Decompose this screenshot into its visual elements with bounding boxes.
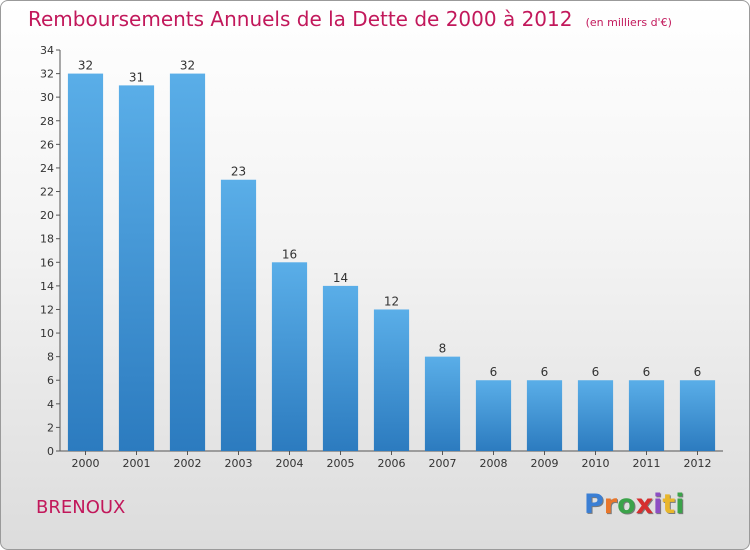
bar-2006 bbox=[373, 309, 410, 451]
bar-value-label: 16 bbox=[282, 247, 297, 261]
chart-title: Remboursements Annuels de la Dette de 20… bbox=[28, 7, 573, 31]
y-tick-label: 26 bbox=[40, 138, 54, 151]
bar-2004 bbox=[271, 262, 308, 451]
bar-value-label: 32 bbox=[78, 59, 93, 73]
logo-letter: i bbox=[675, 489, 685, 520]
logo-letter: t bbox=[662, 489, 676, 520]
x-tick-label: 2011 bbox=[633, 457, 661, 470]
y-tick-label: 6 bbox=[47, 374, 54, 387]
bar-2001 bbox=[118, 85, 155, 451]
bar-value-label: 23 bbox=[231, 165, 246, 179]
x-tick-label: 2010 bbox=[582, 457, 610, 470]
bar-value-label: 6 bbox=[541, 365, 549, 379]
y-tick-label: 28 bbox=[40, 115, 54, 128]
x-tick-label: 2006 bbox=[378, 457, 406, 470]
y-tick-label: 18 bbox=[40, 233, 54, 246]
y-tick-label: 30 bbox=[40, 91, 54, 104]
y-tick-label: 12 bbox=[40, 303, 54, 316]
y-tick-label: 8 bbox=[47, 351, 54, 364]
bar-2000 bbox=[67, 73, 104, 452]
x-tick-label: 2002 bbox=[174, 457, 202, 470]
logo-letter: P bbox=[584, 489, 604, 520]
y-tick-label: 0 bbox=[47, 445, 54, 458]
bar-2003 bbox=[220, 179, 257, 451]
data-labels: 32 31 32 23 16 14 12 8 6 6 6 6 6 bbox=[78, 59, 701, 380]
x-tick-label: 2009 bbox=[531, 457, 559, 470]
proxiti-logo: Proxiti bbox=[584, 489, 685, 520]
bar-value-label: 31 bbox=[129, 70, 144, 84]
bar-2009 bbox=[526, 380, 563, 451]
y-tick-label: 22 bbox=[40, 186, 54, 199]
chart-unit: (en milliers d'€) bbox=[585, 16, 672, 29]
x-tick-label: 2001 bbox=[123, 457, 151, 470]
x-tick-label: 2007 bbox=[429, 457, 457, 470]
y-tick-label: 20 bbox=[40, 209, 54, 222]
bar-value-label: 6 bbox=[694, 365, 702, 379]
bar-2007 bbox=[424, 356, 461, 451]
title-row: Remboursements Annuels de la Dette de 20… bbox=[28, 7, 672, 31]
bar-2002 bbox=[169, 73, 206, 452]
x-tick-label: 2000 bbox=[72, 457, 100, 470]
bar-value-label: 6 bbox=[643, 365, 651, 379]
bar-value-label: 12 bbox=[384, 294, 399, 308]
bar-2012 bbox=[679, 380, 716, 451]
x-tick-label: 2003 bbox=[225, 457, 253, 470]
logo-letter: r bbox=[603, 489, 618, 520]
x-tick-label: 2012 bbox=[684, 457, 712, 470]
x-tick-label: 2008 bbox=[480, 457, 508, 470]
bar-value-label: 8 bbox=[439, 342, 447, 356]
bar-value-label: 6 bbox=[592, 365, 600, 379]
bar-2008 bbox=[475, 380, 512, 451]
bar-2011 bbox=[628, 380, 665, 451]
y-tick-label: 2 bbox=[47, 421, 54, 434]
bar-value-label: 6 bbox=[490, 365, 498, 379]
y-tick-label: 34 bbox=[40, 44, 54, 57]
bar-2010 bbox=[577, 380, 614, 451]
x-tick-label: 2005 bbox=[327, 457, 355, 470]
commune-name: BRENOUX bbox=[36, 497, 126, 518]
bar-2005 bbox=[322, 285, 359, 451]
x-tick-label: 2004 bbox=[276, 457, 304, 470]
y-tick-label: 32 bbox=[40, 68, 54, 81]
y-tick-label: 10 bbox=[40, 327, 54, 340]
bar-value-label: 14 bbox=[333, 271, 348, 285]
y-tick-label: 16 bbox=[40, 256, 54, 269]
y-tick-label: 14 bbox=[40, 280, 54, 293]
logo-letter: o bbox=[617, 489, 636, 520]
bar-value-label: 32 bbox=[180, 59, 195, 73]
bars bbox=[67, 73, 716, 452]
logo-letter: i bbox=[653, 489, 663, 520]
logo-letter: x bbox=[635, 489, 654, 520]
y-tick-label: 4 bbox=[47, 398, 54, 411]
y-tick-label: 24 bbox=[40, 162, 54, 175]
